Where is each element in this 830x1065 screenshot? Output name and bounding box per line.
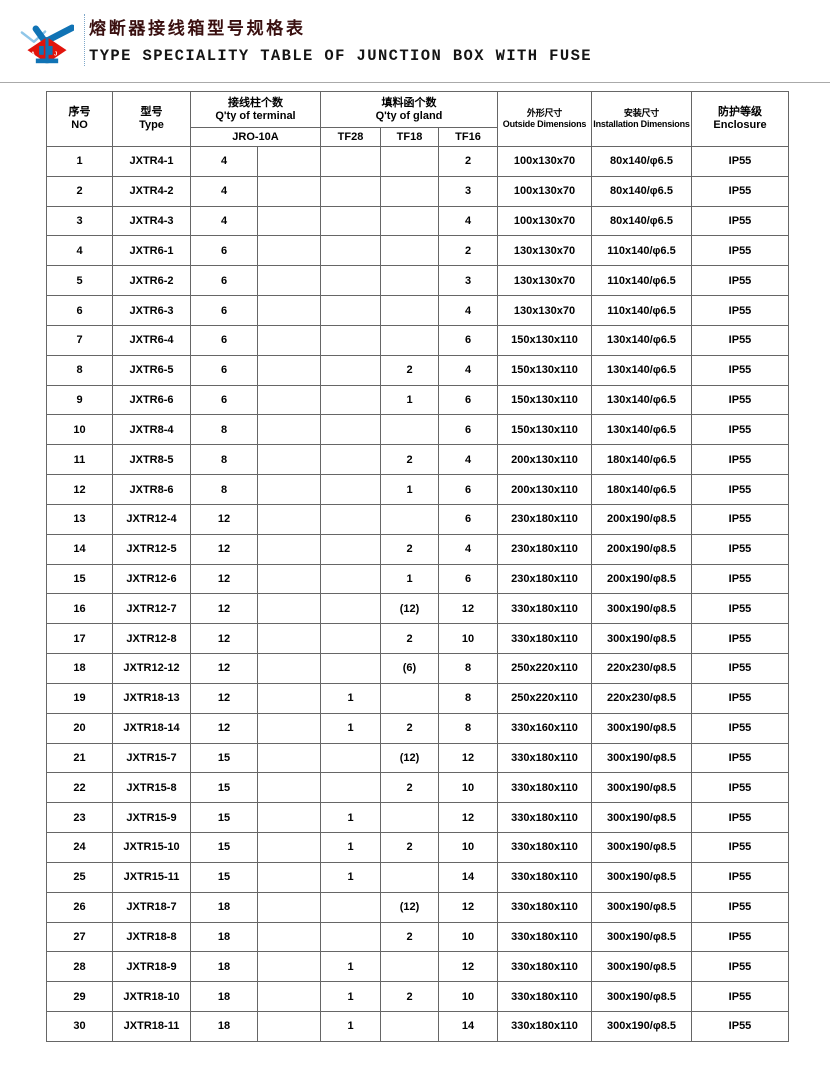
svg-text:J: J [54,51,57,57]
